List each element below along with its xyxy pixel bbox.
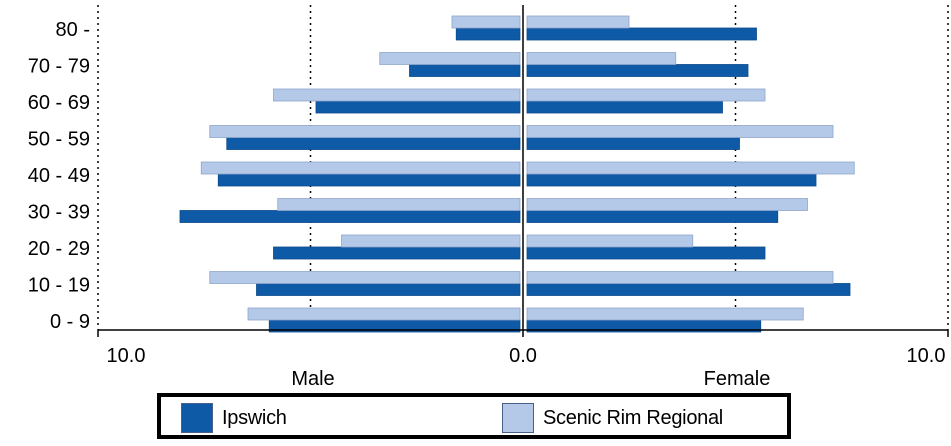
bar-ipswich-male [256,283,521,296]
bar-scenic-rim-male [379,52,521,65]
x-axis-label-female: Female [704,368,771,390]
chart-legend: Ipswich Scenic Rim Regional [157,393,791,439]
y-tick-label: 40 - 49 [28,165,90,187]
legend-label-scenic-rim: Scenic Rim Regional [543,406,723,429]
bar-scenic-rim-female [526,52,677,65]
y-tick-label: 50 - 59 [28,129,90,151]
y-tick-labels: 80 - 70 - 79 60 - 69 50 - 59 40 - 49 30 - 39 2… [28,19,90,333]
bar-scenic-rim-male [277,198,521,211]
bar-scenic-rim-male [451,15,521,29]
bar-scenic-rim-female [526,161,855,175]
y-tick-label: 10 - 19 [28,275,90,297]
bar-scenic-rim-female [526,125,834,138]
y-tick-label: 0 - 9 [50,311,90,333]
y-tick-label: 20 - 29 [28,238,90,260]
legend-swatch-ipswich [181,403,213,433]
legend-swatch-scenic-rim [502,403,534,433]
bars [179,15,855,333]
bar-scenic-rim-female [526,271,834,284]
bar-ipswich-female [526,64,749,77]
bar-scenic-rim-female [526,15,630,29]
bar-ipswich-female [526,246,766,260]
bar-scenic-rim-female [526,88,766,102]
legend-item-ipswich: Ipswich [181,403,287,433]
bar-ipswich-male [409,64,521,77]
y-tick-label: 80 - [56,19,90,41]
x-tick-labels: 10.0 0.0 10.0 [107,345,946,367]
bar-ipswich-male [217,173,521,187]
bar-ipswich-female [526,100,723,114]
bar-ipswich-female [526,27,757,41]
y-tick-label: 60 - 69 [28,92,90,114]
bar-scenic-rim-male [247,307,521,321]
bar-scenic-rim-female [526,307,804,321]
bar-ipswich-male [315,100,521,114]
bar-scenic-rim-female [526,234,694,248]
bar-ipswich-male [455,27,521,41]
legend-item-scenic-rim: Scenic Rim Regional [502,403,723,433]
bar-ipswich-male [273,246,521,260]
bar-ipswich-male [226,137,521,150]
bar-ipswich-male [179,210,521,223]
x-tick-label: 10.0 [107,345,146,367]
bar-scenic-rim-female [526,198,808,211]
x-axis-label-male: Male [291,368,334,390]
legend-label-ipswich: Ipswich [222,406,287,429]
bar-scenic-rim-male [209,125,521,138]
x-tick-label: 0.0 [509,345,537,367]
x-tick-label: 10.0 [907,345,946,367]
bar-scenic-rim-male [200,161,521,175]
bar-ipswich-female [526,137,740,150]
bar-ipswich-female [526,210,779,223]
bar-ipswich-female [526,173,817,187]
y-tick-label: 30 - 39 [28,202,90,224]
bar-ipswich-female [526,283,851,296]
axes [97,5,949,337]
bar-scenic-rim-male [273,88,521,102]
bar-scenic-rim-male [209,271,521,284]
bar-scenic-rim-male [341,234,521,248]
y-tick-label: 70 - 79 [28,56,90,78]
